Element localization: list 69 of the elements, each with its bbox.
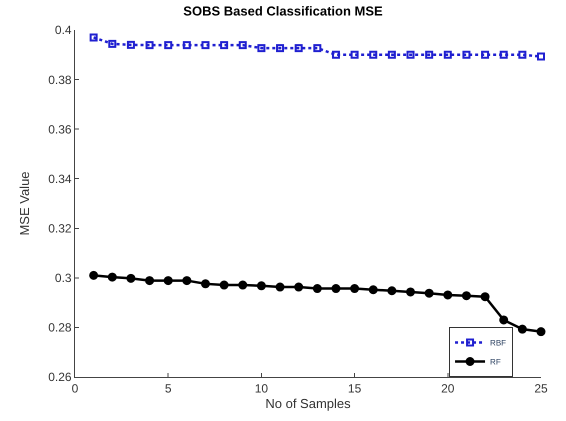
point bbox=[201, 41, 210, 50]
point bbox=[294, 282, 304, 292]
point bbox=[388, 50, 396, 59]
point bbox=[126, 40, 135, 49]
x-tick-label: 25 bbox=[534, 381, 548, 396]
point bbox=[518, 50, 526, 59]
point bbox=[220, 280, 229, 290]
point bbox=[518, 324, 527, 334]
point bbox=[424, 288, 434, 298]
point bbox=[238, 280, 248, 290]
y-tick-label: 0.36 bbox=[48, 122, 72, 136]
point bbox=[350, 50, 359, 59]
point bbox=[108, 40, 116, 48]
point bbox=[108, 272, 117, 282]
point bbox=[145, 276, 154, 286]
x-tick-label: 5 bbox=[164, 381, 172, 396]
y-tick-label: 0.32 bbox=[48, 221, 72, 236]
point bbox=[462, 291, 471, 300]
point bbox=[276, 44, 284, 52]
point bbox=[257, 44, 266, 52]
x-axis-title: No of Samples bbox=[265, 396, 352, 411]
x-tick-label: 20 bbox=[441, 381, 455, 396]
point bbox=[256, 281, 266, 290]
point bbox=[312, 284, 322, 294]
point bbox=[313, 44, 322, 52]
y-tick-label: 0.28 bbox=[48, 320, 72, 335]
point bbox=[537, 52, 545, 61]
point bbox=[536, 327, 546, 336]
point bbox=[220, 41, 228, 50]
point bbox=[182, 276, 192, 286]
chart-title: SOBS Based Classification MSE bbox=[183, 3, 384, 18]
point bbox=[500, 50, 508, 59]
point bbox=[294, 44, 303, 52]
point bbox=[462, 50, 470, 59]
y-tick-label: 0.38 bbox=[48, 72, 72, 87]
legend-label: RBF bbox=[490, 338, 506, 348]
point bbox=[331, 284, 340, 294]
point bbox=[90, 33, 98, 42]
point bbox=[238, 41, 247, 50]
x-tick-label: 10 bbox=[254, 381, 268, 396]
y-tick-label: 0.3 bbox=[54, 271, 72, 286]
point bbox=[481, 50, 490, 59]
point bbox=[89, 270, 98, 280]
point bbox=[276, 282, 285, 292]
point bbox=[332, 50, 340, 59]
point bbox=[406, 287, 416, 296]
point bbox=[499, 315, 508, 324]
point bbox=[480, 292, 490, 302]
y-tick-label: 0.34 bbox=[48, 172, 72, 186]
point bbox=[425, 50, 434, 59]
point bbox=[387, 286, 396, 296]
legend-label: RF bbox=[490, 358, 501, 367]
y-tick-label: 0.4 bbox=[54, 23, 72, 38]
point bbox=[200, 279, 210, 288]
point bbox=[164, 41, 172, 50]
point bbox=[368, 285, 378, 294]
x-tick-label: 0 bbox=[72, 381, 79, 396]
point bbox=[146, 41, 154, 50]
point bbox=[406, 50, 415, 59]
point bbox=[182, 41, 191, 50]
x-tick-label: 15 bbox=[348, 381, 362, 396]
y-tick-label: 0.26 bbox=[48, 370, 72, 384]
point bbox=[369, 50, 378, 59]
point bbox=[350, 284, 360, 294]
point bbox=[164, 276, 173, 286]
point bbox=[443, 290, 452, 300]
point bbox=[444, 50, 452, 59]
point bbox=[126, 274, 136, 283]
y-axis-title: MSE Value bbox=[17, 171, 32, 236]
